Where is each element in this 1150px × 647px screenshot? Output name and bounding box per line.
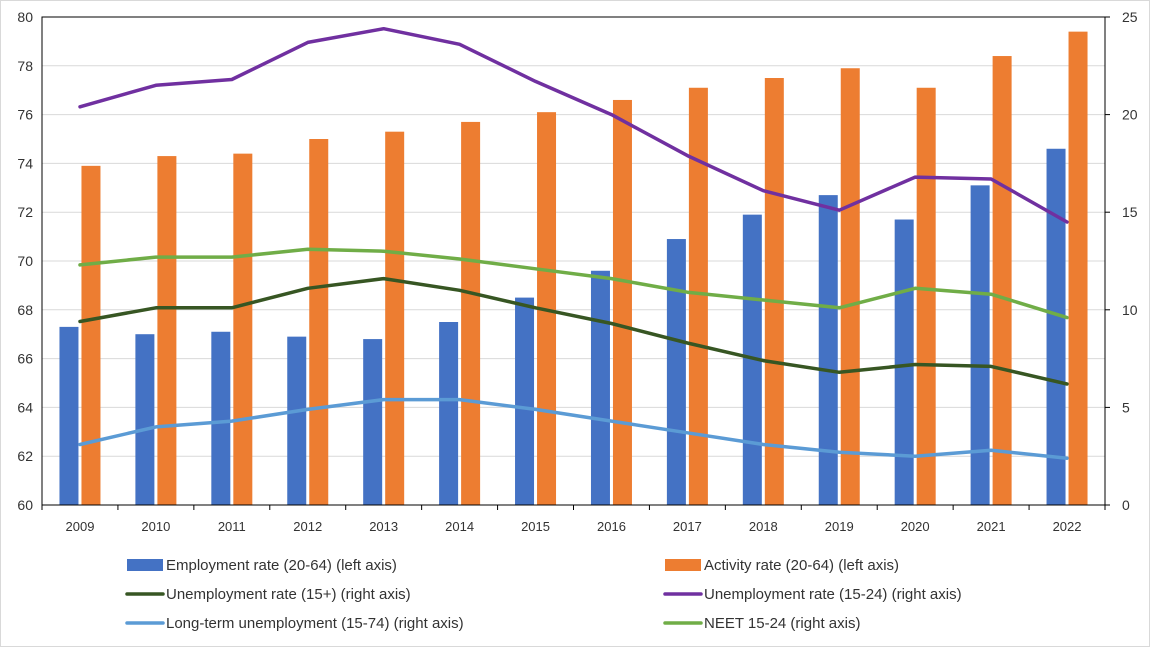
line-long-term-unemployment (78, 397, 1069, 460)
bar-activity (764, 78, 784, 505)
bar-activity (81, 165, 101, 505)
legend-label: Unemployment rate (15+) (right axis) (166, 586, 411, 603)
bar-activity (309, 139, 329, 505)
x-axis-tick-label: 2013 (369, 519, 398, 534)
right-axis-tick-label: 10 (1122, 302, 1138, 318)
bar-employment (439, 322, 459, 505)
bars (59, 31, 1088, 506)
legend-swatch-bar (665, 559, 701, 571)
line-neet (78, 247, 1069, 320)
legend-item: Unemployment rate (15+) (right axis) (125, 586, 411, 603)
bar-employment (59, 326, 79, 505)
legend-item: Long-term unemployment (15-74) (right ax… (125, 615, 464, 632)
bar-activity (461, 121, 481, 506)
bar-activity (840, 68, 860, 506)
right-axis-tick-label: 15 (1122, 204, 1138, 220)
x-axis-tick-label: 2010 (141, 519, 170, 534)
bar-employment (211, 331, 231, 505)
bar-employment (894, 219, 914, 505)
right-axis-ticks: 0 5 10 15 20 25 (1105, 9, 1138, 513)
left-axis-tick-label: 76 (17, 107, 33, 123)
bar-activity (233, 153, 253, 505)
left-axis-tick-label: 72 (17, 204, 33, 220)
right-axis-tick-label: 25 (1122, 9, 1138, 25)
bar-employment (818, 195, 838, 505)
left-axis-tick-label: 68 (17, 302, 33, 318)
x-axis-tick-label: 2015 (521, 519, 550, 534)
right-axis-tick-label: 0 (1122, 497, 1130, 513)
x-axis-tick-label: 2022 (1053, 519, 1082, 534)
bar-activity (992, 56, 1012, 505)
legend-item: Unemployment rate (15-24) (right axis) (663, 586, 962, 603)
x-axis-tick-label: 2016 (597, 519, 626, 534)
bar-employment (590, 270, 610, 505)
left-axis-tick-label: 62 (17, 448, 33, 464)
legend-label: Activity rate (20-64) (left axis) (704, 557, 899, 574)
x-axis-tick-label: 2021 (977, 519, 1006, 534)
left-axis-tick-label: 74 (17, 155, 33, 171)
line-unemployment-15plus (78, 276, 1069, 386)
x-axis-tick-label: 2009 (66, 519, 95, 534)
x-axis-tick-label: 2018 (749, 519, 778, 534)
gridlines (42, 16, 1105, 506)
bar-activity (612, 99, 632, 506)
x-axis-tick-label: 2020 (901, 519, 930, 534)
bar-activity (1068, 31, 1088, 505)
bar-activity (157, 156, 177, 505)
left-axis-tick-label: 64 (17, 399, 33, 415)
bar-activity (385, 131, 405, 505)
left-axis-tick-label: 60 (17, 497, 33, 513)
bar-employment (1046, 148, 1066, 505)
left-axis-ticks: 60 62 64 66 68 70 72 74 76 78 80 (17, 9, 33, 513)
bar-activity (916, 87, 936, 505)
legend-item: Activity rate (20-64) (left axis) (665, 557, 899, 574)
right-axis-tick-label: 5 (1122, 399, 1130, 415)
x-axis-tick-label: 2012 (293, 519, 322, 534)
x-axis-tick-label: 2011 (218, 519, 246, 534)
bar-employment (363, 339, 383, 505)
left-axis-tick-label: 80 (17, 9, 33, 25)
legend: Employment rate (20-64) (left axis) Activ… (125, 557, 962, 632)
legend-label: Unemployment rate (15-24) (right axis) (704, 586, 962, 603)
legend-label: NEET 15-24 (right axis) (704, 615, 860, 632)
line-unemployment-15-24 (78, 26, 1069, 224)
left-axis-tick-label: 78 (17, 58, 33, 74)
left-axis-tick-label: 66 (17, 351, 33, 367)
bar-employment (666, 239, 686, 506)
bar-activity (688, 87, 708, 505)
x-axis-tick-label: 2014 (445, 519, 474, 534)
bar-employment (970, 185, 990, 506)
x-axis-ticks: 2009 2010 2011 2012 2013 2014 2015 2016 2017 2018… (41, 505, 1106, 534)
right-axis-tick-label: 20 (1122, 107, 1138, 123)
bar-employment (287, 336, 307, 505)
bar-employment (515, 297, 535, 505)
legend-label: Long-term unemployment (15-74) (right ax… (166, 615, 464, 632)
x-axis-tick-label: 2017 (673, 519, 702, 534)
x-axis-tick-label: 2019 (825, 519, 854, 534)
legend-item: Employment rate (20-64) (left axis) (127, 557, 397, 574)
legend-swatch-bar (127, 559, 163, 571)
left-axis-tick-label: 70 (17, 253, 33, 269)
legend-label: Employment rate (20-64) (left axis) (166, 557, 397, 574)
legend-item: NEET 15-24 (right axis) (663, 615, 860, 632)
bar-employment (135, 334, 155, 505)
